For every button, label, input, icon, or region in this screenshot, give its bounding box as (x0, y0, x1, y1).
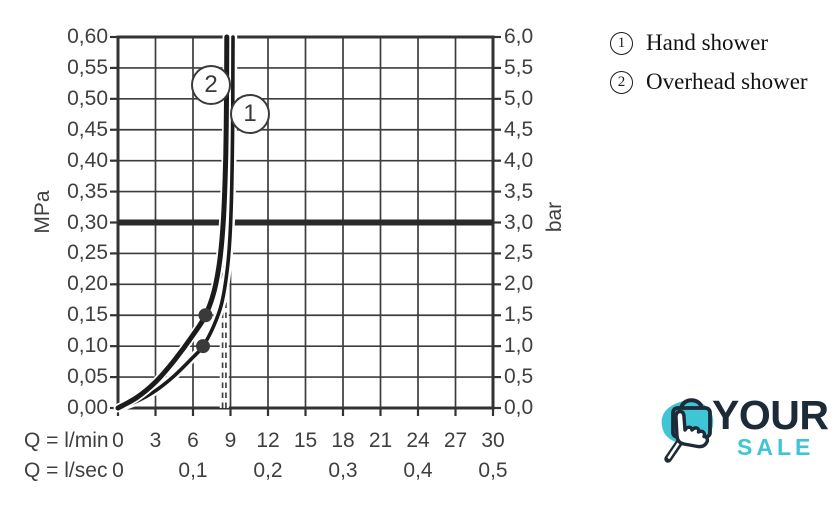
y-left-tick-label: 0,55 (67, 55, 108, 79)
y-left-tick-label: 0,10 (67, 334, 108, 358)
x-lmin-tick-label: 15 (293, 429, 318, 452)
y-left-tick-label: 0,15 (67, 303, 108, 327)
marker-dot-curve-2 (198, 308, 213, 323)
y-axis-unit-left: MPa (31, 190, 54, 234)
chart-plot-area (110, 32, 501, 416)
x-lsec-tick-label: 0,5 (478, 459, 508, 482)
x-lmin-tick-label: 12 (256, 429, 280, 452)
y-right-tick-label: 3,0 (504, 210, 534, 234)
curve-label-badge-2: 2 (191, 65, 231, 105)
legend-number-circle: 1 (610, 31, 633, 55)
y-right-tick-label: 5,0 (504, 86, 534, 110)
x-lsec-tick-label: 0,4 (403, 459, 433, 482)
y-right-tick-label: 0,0 (504, 396, 534, 419)
x-axis-caption-lsec: Q = l/sec (24, 459, 108, 482)
y-left-tick-label: 0,50 (67, 86, 108, 110)
y-right-tick-label: 1,5 (504, 303, 534, 327)
y-left-tick-label: 0,45 (67, 117, 108, 141)
x-axis-caption-lmin: Q = l/min (24, 429, 109, 452)
y-left-tick-label: 0,25 (67, 241, 108, 265)
curve-1 (116, 35, 235, 410)
legend-label: Hand shower (646, 30, 768, 55)
x-lmin-tick-label: 18 (331, 429, 355, 452)
legend-item-overhead-shower: 2 Overhead shower (610, 69, 808, 95)
x-lmin-tick-label: 21 (368, 429, 393, 452)
x-lsec-tick-label: 0,2 (253, 459, 283, 482)
marker-dot-curve-1 (196, 339, 210, 354)
y-left-tick-label: 0,00 (67, 396, 108, 419)
y-right-tick-label: 4,5 (504, 117, 534, 141)
y-left-tick-label: 0,40 (67, 148, 108, 172)
curve-2 (115, 34, 230, 411)
legend-label: Overhead shower (646, 69, 808, 94)
x-lmin-tick-label: 6 (187, 429, 199, 452)
y-left-tick-label: 0,20 (67, 272, 108, 296)
x-lmin-tick-label: 27 (443, 429, 468, 452)
x-lmin-tick-label: 30 (481, 429, 505, 452)
legend: 1 Hand shower 2 Overhead shower (610, 30, 808, 95)
y-right-tick-label: 5,5 (504, 55, 534, 79)
y-axis-unit-right: bar (543, 201, 566, 233)
x-lmin-tick-label: 0 (112, 429, 124, 452)
y-right-tick-label: 2,5 (504, 241, 534, 265)
legend-item-hand-shower: 1 Hand shower (610, 30, 808, 56)
x-lmin-tick-label: 24 (406, 429, 430, 452)
y-right-tick-label: 3,5 (504, 179, 534, 203)
curve-label-badge-1: 1 (230, 94, 270, 134)
hand-wrist-inner (667, 441, 681, 459)
legend-number-circle: 2 (610, 70, 633, 94)
x-lsec-tick-label: 0,1 (178, 459, 208, 482)
y-right-tick-label: 0,5 (504, 365, 534, 389)
logo-word-your: YOUR (712, 392, 829, 438)
shopping-bag-hand-icon (661, 398, 714, 463)
y-right-tick-label: 1,0 (504, 334, 534, 358)
y-left-tick-label: 0,60 (67, 25, 108, 48)
logo-word-sale: SALE (737, 434, 815, 460)
y-right-tick-label: 4,0 (504, 148, 534, 172)
pointing-hand-icon (674, 409, 710, 449)
x-lmin-tick-label: 3 (149, 429, 162, 452)
y-left-tick-label: 0,35 (67, 179, 108, 203)
y-left-tick-label: 0,05 (67, 365, 108, 389)
x-lsec-tick-label: 0,3 (328, 459, 358, 482)
y-right-tick-label: 6,0 (504, 25, 534, 48)
yoursale-logo: YOUR SALE (650, 388, 840, 488)
y-right-tick-label: 2,0 (504, 272, 534, 296)
y-left-tick-label: 0,30 (67, 210, 108, 234)
x-lmin-tick-label: 9 (224, 429, 237, 452)
x-lsec-tick-label: 0 (112, 459, 124, 482)
